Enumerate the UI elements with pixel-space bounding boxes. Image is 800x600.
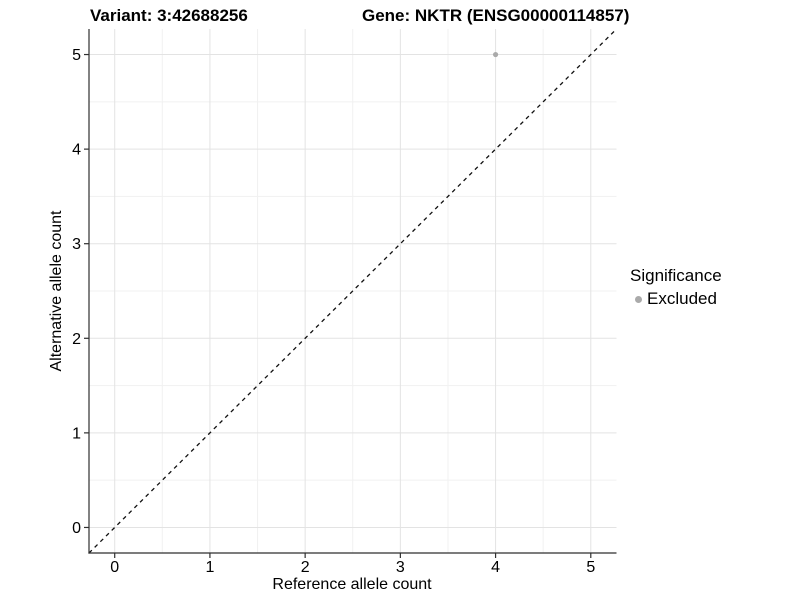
y-tick-label: 2 (72, 331, 81, 348)
x-axis-title: Reference allele count (272, 576, 432, 593)
x-tick-label: 4 (491, 559, 500, 576)
x-tick-label: 3 (396, 559, 405, 576)
variant-title: Variant: 3:42688256 (90, 6, 248, 25)
x-tick-label: 1 (205, 559, 214, 576)
identity-reference-line (88, 28, 617, 554)
y-tick-label: 0 (72, 520, 81, 537)
x-tick-label: 2 (301, 559, 310, 576)
legend-item-excluded: Excluded (627, 289, 722, 309)
legend-title: Significance (630, 266, 722, 285)
legend-point-marker-icon (635, 295, 642, 303)
y-tick-label: 5 (72, 47, 81, 64)
legend: Significance Excluded (627, 266, 722, 309)
y-tick-label: 1 (72, 425, 81, 442)
data-point (492, 51, 499, 58)
x-tick-label: 5 (586, 559, 595, 576)
x-tick-label: 0 (110, 559, 119, 576)
legend-item-label: Excluded (647, 289, 717, 308)
y-axis-title: Alternative allele count (48, 210, 65, 372)
gene-title: Gene: NKTR (ENSG00000114857) (362, 6, 630, 25)
y-tick-label: 4 (72, 142, 81, 159)
y-tick-label: 3 (72, 236, 81, 253)
